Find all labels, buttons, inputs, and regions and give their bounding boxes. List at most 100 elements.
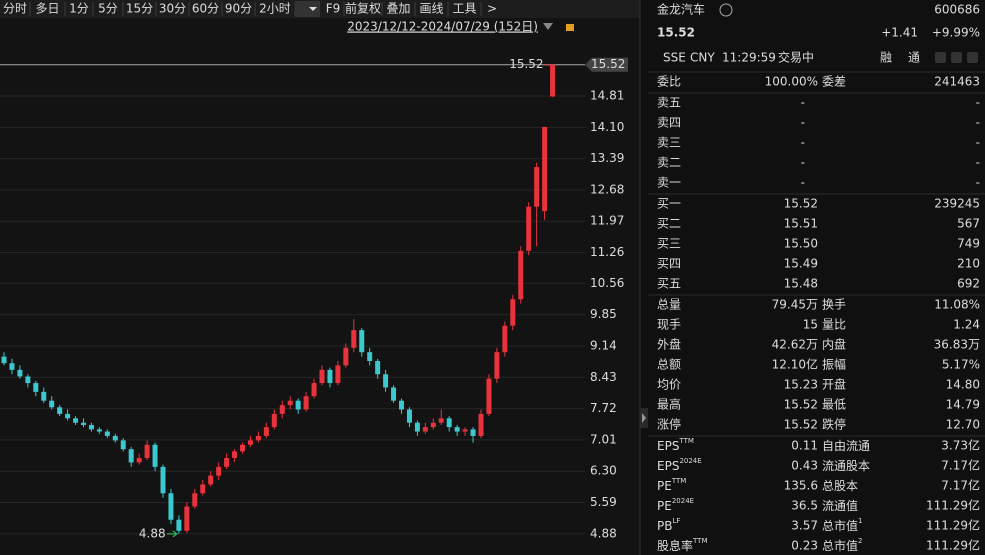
- high-annotation: 15.52: [509, 57, 543, 71]
- candle-body: [255, 435, 261, 441]
- candle-body: [73, 418, 79, 423]
- fund-label2-main: 总股本: [822, 479, 858, 493]
- dropdown-arrow: [309, 7, 317, 11]
- row-value: 15.23: [784, 378, 818, 392]
- row-value: 14.80: [946, 378, 980, 392]
- row-value: 36.83万: [934, 338, 980, 352]
- candle-body: [200, 484, 206, 494]
- toolbar-button[interactable]: 1分: [69, 2, 89, 16]
- last-price-tag: [585, 57, 628, 72]
- fund-value: 0.11: [791, 439, 818, 453]
- candle-body: [375, 361, 381, 375]
- y-tick-label: 13.39: [590, 151, 624, 165]
- bid-volume: 749: [957, 237, 980, 251]
- fund-label-sup: 2024E: [679, 457, 701, 465]
- ask-volume: -: [976, 96, 980, 110]
- y-tick-label: 12.68: [590, 182, 624, 196]
- row-value: 14.79: [946, 398, 980, 412]
- fund-label: PETTM: [657, 477, 686, 493]
- fund-value: 0.43: [791, 459, 818, 473]
- fund-label2-main: 总市值: [822, 518, 858, 533]
- fund-label2-main: 自由流通: [822, 439, 870, 453]
- y-tick-label: 9.85: [590, 307, 617, 321]
- toolbar-button[interactable]: >: [487, 2, 497, 16]
- candle-body: [486, 378, 492, 414]
- candle-body: [17, 369, 23, 377]
- bid-label: 买一: [657, 197, 681, 211]
- row-label: 换手: [822, 298, 846, 312]
- row-label: 外盘: [657, 337, 681, 352]
- candle-body: [550, 64, 556, 97]
- fund-label2-main: 总市值: [822, 538, 858, 553]
- candle-body: [391, 387, 397, 401]
- toolbar-button[interactable]: 5分: [98, 2, 118, 16]
- fund-label: EPS2024E: [657, 457, 702, 473]
- candle-body: [49, 400, 55, 408]
- fund-label-sup: 2024E: [672, 497, 694, 505]
- candle-body: [184, 506, 190, 531]
- candle-body: [120, 440, 126, 450]
- low-arrow: [166, 530, 178, 538]
- candle-body: [359, 330, 365, 353]
- toolbar-button[interactable]: 画线: [419, 2, 443, 16]
- row-label: 跌停: [822, 417, 846, 432]
- candle-body: [128, 449, 134, 463]
- row-label: 委差: [822, 75, 846, 89]
- y-tick-label: 14.81: [590, 89, 624, 103]
- fund-value2: 111.29亿: [926, 518, 980, 533]
- meta-market: SSE: [663, 51, 686, 65]
- y-tick-label: 10.56: [590, 276, 624, 290]
- meta-currency: CNY: [690, 51, 715, 65]
- last-price-label: 15.52: [591, 57, 625, 71]
- candle-body: [81, 422, 86, 425]
- row-label: 内盘: [822, 337, 846, 352]
- toolbar-button[interactable]: 15分: [126, 2, 153, 16]
- toolbar-button[interactable]: 90分: [225, 2, 252, 16]
- toolbar-button[interactable]: 前复权: [345, 1, 381, 16]
- fund-label-main: PE: [657, 499, 672, 513]
- y-tick-label: 4.88: [590, 526, 617, 540]
- y-tick-label: 6.30: [590, 464, 617, 478]
- ask-price: -: [801, 176, 805, 190]
- panel-icon[interactable]: [935, 52, 946, 63]
- dropdown[interactable]: [295, 1, 320, 17]
- toolbar-button[interactable]: 2小时: [259, 2, 291, 16]
- row-label: 均价: [657, 378, 681, 392]
- row-value: 15.52: [784, 418, 818, 432]
- candle-body: [96, 429, 102, 432]
- ask-price: -: [801, 96, 805, 110]
- y-tick-label: 11.97: [590, 214, 624, 228]
- ask-label: 卖五: [657, 96, 681, 110]
- bid-volume: 210: [957, 257, 980, 271]
- change-pct: +9.99%: [932, 26, 980, 40]
- bid-volume: 239245: [934, 197, 980, 211]
- candle-body: [1, 356, 7, 364]
- candle-body: [351, 330, 357, 348]
- fund-value: 135.6: [784, 479, 818, 493]
- toolbar-button[interactable]: 分时: [3, 2, 27, 16]
- candle-body: [216, 466, 222, 476]
- bid-label: 买五: [657, 277, 681, 291]
- row-label: 开盘: [822, 377, 846, 392]
- candle-body: [168, 493, 174, 520]
- toolbar-button[interactable]: 工具: [452, 2, 476, 16]
- bid-volume: 692: [957, 277, 980, 291]
- fund-label2-main: 流通股本: [822, 459, 870, 473]
- candle-body: [240, 444, 245, 452]
- candle-body: [383, 374, 389, 388]
- toolbar-button[interactable]: 30分: [159, 2, 186, 16]
- toolbar-button[interactable]: 多日: [35, 2, 59, 16]
- fund-label: PE2024E: [657, 497, 694, 513]
- info-icon: [719, 3, 733, 17]
- toolbar-button[interactable]: 叠加: [386, 2, 410, 16]
- candle-body: [25, 376, 31, 384]
- candle-body: [152, 444, 158, 467]
- lock-icon: [566, 24, 574, 31]
- candle-body: [414, 422, 420, 432]
- candle-body: [526, 206, 532, 251]
- toolbar-button[interactable]: 60分: [192, 2, 219, 16]
- panel-icon[interactable]: [951, 52, 962, 63]
- candle-body: [327, 369, 333, 384]
- panel-icon[interactable]: [967, 52, 978, 63]
- toolbar-button[interactable]: F9: [326, 2, 341, 16]
